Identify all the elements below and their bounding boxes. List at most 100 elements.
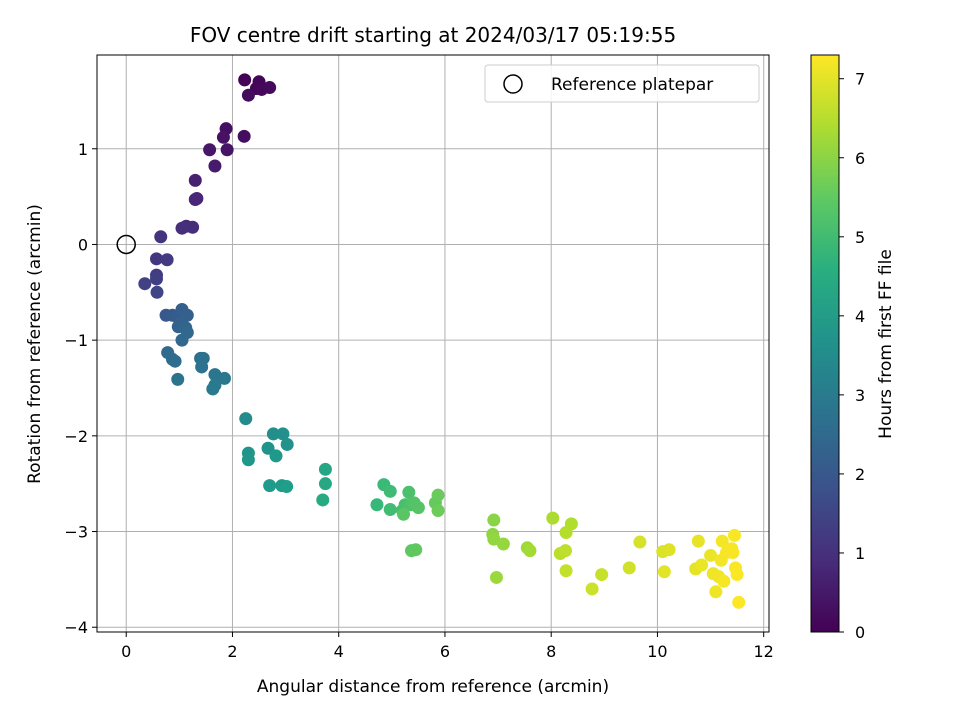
data-point — [188, 192, 202, 206]
data-point — [431, 503, 445, 517]
data-point — [409, 543, 423, 557]
data-point — [160, 253, 174, 267]
chart-title: FOV centre drift starting at 2024/03/17 … — [190, 23, 676, 47]
data-point — [559, 525, 573, 539]
data-point — [633, 535, 647, 549]
data-point — [149, 272, 163, 286]
data-point — [280, 437, 294, 451]
data-point — [726, 546, 740, 560]
y-tick-label: 1 — [78, 140, 88, 159]
data-point — [727, 528, 741, 542]
data-point — [732, 595, 746, 609]
grid — [97, 55, 769, 632]
colorbar-tick-label: 6 — [855, 149, 865, 168]
data-point — [239, 412, 253, 426]
data-point — [489, 570, 503, 584]
colorbar-tick-label: 4 — [855, 307, 865, 326]
data-point — [237, 129, 251, 143]
data-point — [175, 333, 189, 347]
y-tick-label: −1 — [64, 331, 88, 350]
data-point — [241, 453, 255, 467]
data-point — [154, 230, 168, 244]
colorbar-tick-label: 2 — [855, 465, 865, 484]
data-point — [150, 285, 164, 299]
data-point — [168, 354, 182, 368]
data-point — [546, 511, 560, 525]
data-point — [263, 81, 277, 95]
x-tick-label: 0 — [121, 642, 131, 661]
data-point — [175, 221, 189, 235]
x-tick-label: 8 — [546, 642, 556, 661]
data-point — [263, 479, 277, 493]
data-point — [280, 480, 294, 494]
data-point — [559, 544, 573, 558]
data-point — [370, 498, 384, 512]
data-point — [238, 73, 252, 87]
colorbar-tick-label: 1 — [855, 544, 865, 563]
data-point — [717, 574, 731, 588]
data-point — [269, 449, 283, 463]
y-tick-label: 0 — [78, 235, 88, 254]
y-tick-label: −2 — [64, 427, 88, 446]
data-point — [657, 565, 671, 579]
legend-entry-reference: Reference platepar — [551, 75, 713, 95]
x-axis-label: Angular distance from reference (arcmin) — [257, 677, 609, 697]
data-point — [730, 568, 744, 582]
data-point — [138, 277, 152, 291]
data-point — [241, 88, 255, 102]
data-point — [695, 558, 709, 572]
data-point — [585, 582, 599, 596]
data-point — [149, 252, 163, 266]
data-point — [220, 143, 234, 157]
data-point — [188, 173, 202, 187]
data-point — [208, 159, 222, 173]
data-point — [397, 507, 411, 521]
data-point — [195, 360, 209, 374]
x-tick-label: 12 — [754, 642, 774, 661]
x-tick-label: 10 — [647, 642, 667, 661]
data-point — [595, 568, 609, 582]
y-axis-label: Rotation from reference (arcmin) — [25, 204, 45, 484]
data-point — [186, 220, 200, 234]
data-point — [496, 537, 510, 551]
legend: Reference platepar — [484, 64, 760, 103]
data-point — [411, 501, 425, 515]
colorbar-tick-label: 3 — [855, 386, 865, 405]
data-point — [691, 534, 705, 548]
data-point — [318, 462, 332, 476]
scatter-points — [138, 73, 746, 609]
x-tick-label: 6 — [440, 642, 450, 661]
data-point — [217, 371, 231, 385]
y-tick-label: −3 — [64, 523, 88, 542]
data-point — [523, 544, 537, 558]
x-tick-label: 2 — [227, 642, 237, 661]
data-point — [203, 143, 217, 157]
colorbar — [810, 54, 840, 633]
colorbar-label: Hours from first FF file — [876, 249, 896, 439]
plot-frame — [96, 54, 770, 633]
data-point — [662, 543, 676, 557]
data-point — [487, 513, 501, 527]
data-point — [316, 493, 330, 507]
data-point — [266, 427, 280, 441]
colorbar-tick-label: 5 — [855, 228, 865, 247]
colorbar-tick-label: 0 — [855, 623, 865, 642]
data-point — [276, 427, 290, 441]
data-point — [383, 484, 397, 498]
data-point — [559, 564, 573, 578]
y-tick-label: −4 — [64, 618, 88, 637]
data-point — [704, 548, 718, 562]
data-point — [622, 561, 636, 575]
colorbar-ticks: 0 1 2 3 4 5 6 7 — [839, 70, 865, 642]
x-tick-label: 4 — [334, 642, 344, 661]
data-point — [709, 585, 723, 599]
data-point — [216, 130, 230, 144]
data-point — [715, 534, 729, 548]
data-point — [402, 485, 416, 499]
y-axis-ticks: −4 −3 −2 −1 0 1 — [64, 140, 97, 637]
x-axis-ticks: 0 2 4 6 8 10 12 — [121, 632, 774, 661]
reference-platepar-marker — [116, 234, 136, 255]
legend-box — [484, 64, 760, 103]
data-point — [383, 503, 397, 517]
